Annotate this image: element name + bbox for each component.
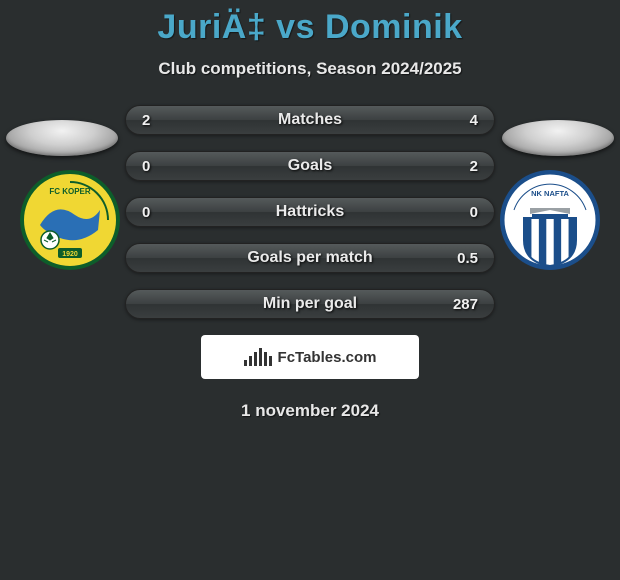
stat-right-value: 4 bbox=[470, 106, 478, 134]
stat-right-value: 0 bbox=[470, 198, 478, 226]
stat-row-goals-per-match: Goals per match 0.5 bbox=[125, 243, 495, 273]
footer-date: 1 november 2024 bbox=[0, 401, 620, 421]
stats-panel: 2 Matches 4 0 Goals 2 0 Hattricks 0 Goal… bbox=[0, 105, 620, 319]
stat-row-matches: 2 Matches 4 bbox=[125, 105, 495, 135]
chart-icon bbox=[244, 348, 272, 366]
stat-label: Hattricks bbox=[276, 203, 344, 221]
stat-row-min-per-goal: Min per goal 287 bbox=[125, 289, 495, 319]
stat-label: Min per goal bbox=[263, 295, 357, 313]
branding-badge[interactable]: FcTables.com bbox=[201, 335, 419, 379]
stat-left-value: 0 bbox=[142, 198, 150, 226]
page-title: JuriÄ‡ vs Dominik bbox=[0, 8, 620, 47]
stat-row-hattricks: 0 Hattricks 0 bbox=[125, 197, 495, 227]
comparison-card: JuriÄ‡ vs Dominik Club competitions, Sea… bbox=[0, 0, 620, 580]
branding-label: FcTables.com bbox=[278, 349, 377, 366]
stat-right-value: 287 bbox=[453, 290, 478, 318]
stat-left-value: 2 bbox=[142, 106, 150, 134]
page-subtitle: Club competitions, Season 2024/2025 bbox=[0, 59, 620, 79]
stat-label: Goals per match bbox=[247, 249, 372, 267]
stat-right-value: 0.5 bbox=[457, 244, 478, 272]
stat-label: Matches bbox=[278, 111, 342, 129]
stat-row-goals: 0 Goals 2 bbox=[125, 151, 495, 181]
stat-left-value: 0 bbox=[142, 152, 150, 180]
stat-right-value: 2 bbox=[470, 152, 478, 180]
stat-label: Goals bbox=[288, 157, 332, 175]
